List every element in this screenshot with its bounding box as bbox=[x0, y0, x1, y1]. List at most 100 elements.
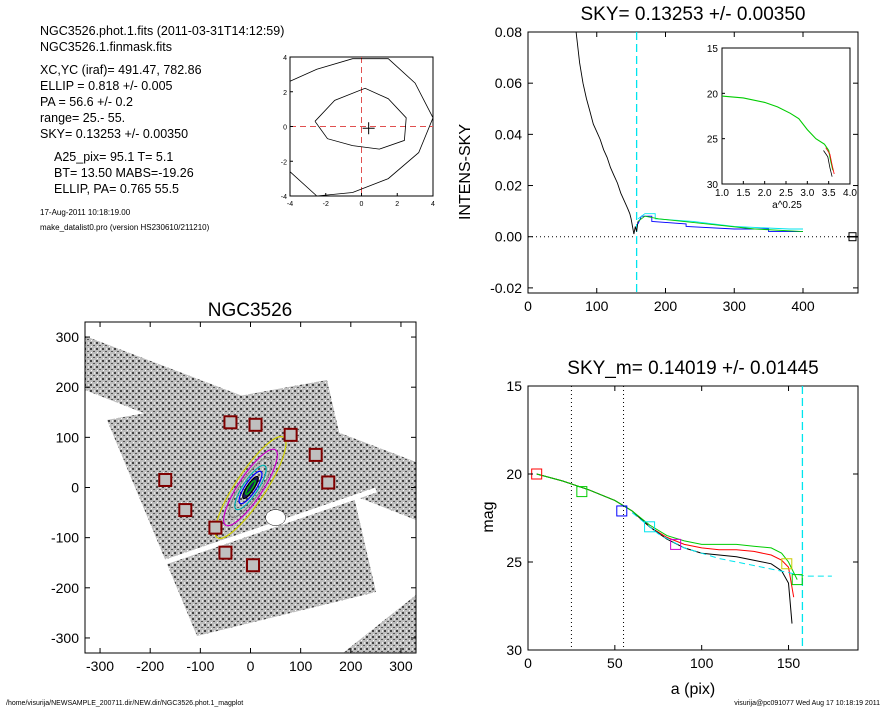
mag-xtick-label: 50 bbox=[607, 655, 623, 671]
mag-xtick-label: 150 bbox=[777, 655, 801, 671]
galaxy-image-plot: -300 -200 -100 0 100 200 300 -300 -200 -100 0 100 20… bbox=[51, 321, 417, 674]
image-xtick-label: -200 bbox=[136, 658, 164, 674]
mag-frame bbox=[527, 385, 859, 651]
mag-marker-0 bbox=[531, 468, 543, 480]
isophote-5 bbox=[242, 475, 259, 500]
image-xtick-label: -300 bbox=[86, 658, 114, 674]
derived-line-1: BT= 13.50 MABS=-19.26 bbox=[54, 166, 194, 180]
inset-ytick-label: 30 bbox=[707, 180, 719, 191]
contour-xtick-label: -2 bbox=[323, 201, 329, 208]
mag-marker-6 bbox=[791, 574, 803, 586]
magnitude-profile-plot: 0 50 100 150 15 20 25 30 bbox=[506, 378, 859, 671]
derived-line-0: A25_pix= 95.1 T= 5.1 bbox=[54, 150, 173, 164]
image-xtick-label: 100 bbox=[289, 658, 313, 674]
isophote-1 bbox=[223, 448, 278, 527]
image-ytick-label: -200 bbox=[51, 580, 79, 596]
contour-ytick-label: 4 bbox=[283, 55, 287, 62]
sky-ytick-label: 0.08 bbox=[495, 24, 522, 40]
contour-ytick-label: -2 bbox=[281, 159, 287, 166]
sky-xtick-label: 400 bbox=[791, 298, 815, 314]
sky-series-1 bbox=[637, 215, 803, 233]
inset-xtick-label: 3.5 bbox=[822, 188, 836, 199]
mag-series-red bbox=[536, 473, 795, 598]
param-line-3: range= 25.- 55. bbox=[40, 111, 125, 125]
mag-marker-3 bbox=[644, 521, 656, 533]
contour-xtick-label: 0 bbox=[360, 201, 364, 208]
sky-ytick-label: 0.00 bbox=[495, 229, 522, 245]
contour-ytick-label: 2 bbox=[283, 90, 287, 97]
mag-ytick-label: 25 bbox=[506, 554, 522, 570]
sky-box-1 bbox=[248, 417, 263, 432]
image-xtick-label: 0 bbox=[247, 658, 255, 674]
contour-line-1 bbox=[314, 87, 407, 150]
sky-box-4 bbox=[321, 475, 336, 490]
inset-xtick-label: 2.0 bbox=[758, 188, 772, 199]
sky-xtick-label: 300 bbox=[723, 298, 747, 314]
sky-title: SKY= 0.13253 +/- 0.00350 bbox=[580, 4, 805, 25]
sky-ytick-label: 0.04 bbox=[495, 126, 522, 142]
mag-series-green bbox=[536, 473, 798, 580]
image-title: NGC3526 bbox=[208, 300, 293, 321]
field-strip-bottom bbox=[343, 595, 416, 653]
header-block: NGC3526.phot.1.fits (2011-03-31T14:12:59… bbox=[40, 24, 284, 232]
image-ytick-label: 300 bbox=[56, 329, 80, 345]
param-line-1: ELLIP = 0.818 +/- 0.005 bbox=[40, 79, 173, 93]
image-xtick-label: 300 bbox=[389, 658, 413, 674]
magprof-xlabel: a (pix) bbox=[671, 681, 715, 698]
image-ytick-label: -300 bbox=[51, 630, 79, 646]
sky-series-2 bbox=[637, 213, 803, 230]
program-line: make_datalist0.pro (version HS230610/211… bbox=[40, 223, 210, 232]
sky-xtick-label: 200 bbox=[654, 298, 678, 314]
isophote-2 bbox=[228, 457, 273, 518]
sky-box-8 bbox=[218, 545, 233, 560]
inset-xtick-label: 2.5 bbox=[779, 188, 793, 199]
mag-xtick-label: 0 bbox=[524, 655, 532, 671]
sky-ytick-label: 0.02 bbox=[495, 178, 522, 194]
mag-marker-1 bbox=[576, 486, 588, 498]
inset-ytick-label: 15 bbox=[707, 44, 719, 55]
footer-user: visurija@pc091077 Wed Aug 17 10:18:19 20… bbox=[734, 700, 880, 707]
image-xtick-label: 200 bbox=[339, 658, 363, 674]
bright-star bbox=[265, 509, 286, 526]
sky-frame bbox=[527, 31, 859, 294]
sky-box-0 bbox=[223, 415, 238, 430]
param-line-4: SKY= 0.13253 +/- 0.00350 bbox=[40, 127, 188, 141]
mask-line: NGC3526.1.finmask.fits bbox=[40, 40, 172, 54]
inset-xtick-label: 3.0 bbox=[800, 188, 814, 199]
sky-box-3 bbox=[308, 447, 323, 462]
sky-series-3 bbox=[637, 215, 804, 233]
inset-ytick-label: 25 bbox=[707, 135, 719, 146]
inset-ytick-label: 20 bbox=[707, 89, 719, 100]
sky-xtick-label: 100 bbox=[585, 298, 609, 314]
magprof-ylabel: mag bbox=[480, 501, 497, 532]
sky-series-0 bbox=[575, 31, 639, 235]
inset-xtick-label: 1.5 bbox=[736, 188, 750, 199]
sky-profile-plot: 0 100 200 300 400 -0.02 0.00 0.02 0.04 0.06 0.08 1.… bbox=[490, 24, 859, 314]
isophote-4 bbox=[238, 470, 263, 505]
sky-ytick-label: -0.02 bbox=[490, 280, 522, 296]
image-content bbox=[85, 322, 416, 653]
image-ytick-label: 0 bbox=[71, 480, 79, 496]
sky-box-7 bbox=[208, 520, 223, 535]
sky-box-2 bbox=[283, 427, 298, 442]
param-line-0: XC,YC (iraf)= 491.47, 782.86 bbox=[40, 63, 202, 77]
inset-xlabel: a^0.25 bbox=[772, 200, 802, 211]
isophote-6 bbox=[245, 480, 256, 495]
sky-xtick-label: 0 bbox=[524, 298, 532, 314]
sky-box-6 bbox=[178, 503, 193, 518]
image-ytick-label: 200 bbox=[56, 379, 80, 395]
image-xtick-label: -100 bbox=[186, 658, 214, 674]
mag-series-cyan bbox=[631, 512, 832, 577]
inset-series-black bbox=[823, 150, 833, 177]
magprof-title: SKY_m= 0.14019 +/- 0.01445 bbox=[567, 358, 818, 379]
mag-ytick-label: 30 bbox=[506, 642, 522, 658]
inset-xtick-label: 1.0 bbox=[715, 188, 729, 199]
mag-marker-2 bbox=[616, 505, 628, 517]
param-line-2: PA = 56.6 +/- 0.2 bbox=[40, 95, 133, 109]
mag-series-black bbox=[536, 473, 793, 624]
inset-xtick-label: 4.0 bbox=[843, 188, 857, 199]
mag-ytick-label: 20 bbox=[506, 466, 522, 482]
satellite-trail bbox=[106, 487, 377, 585]
date-line: 17-Aug-2011 10:18:19.00 bbox=[40, 208, 131, 217]
